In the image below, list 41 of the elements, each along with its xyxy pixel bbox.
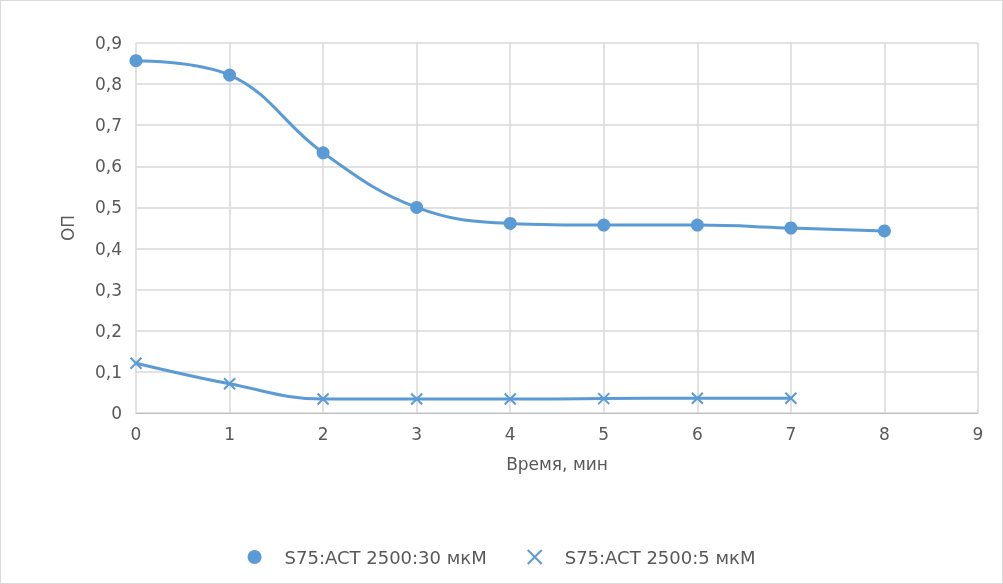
y-tick-label: 0,5 [94,197,122,218]
x-tick-label: 3 [411,423,423,444]
y-tick-label: 0,3 [94,279,122,300]
point [503,216,517,230]
point [316,392,330,406]
point [223,377,237,391]
legend-label: S75:ACT 2500:30 мкМ [284,546,487,568]
point [597,392,611,406]
point [784,391,798,405]
x-tick-label: 6 [691,423,703,444]
x-tick-label: 5 [598,423,610,444]
point [316,146,330,160]
point [223,68,237,82]
y-tick-label: 0 [111,403,122,423]
y-tick-label: 0,8 [94,74,122,95]
point [784,221,798,235]
y-tick-label: 0,9 [94,33,122,53]
legend-label: S75:ACT 2500:5 мкМ [564,546,756,568]
x-tick-label: 2 [317,423,329,444]
y-tick-label: 0,7 [94,115,122,136]
x-axis-title: Время, мин [506,453,608,474]
x-tick-label: 8 [879,423,890,444]
x-tick-label: 4 [504,423,516,444]
x-tick-label: 7 [785,423,797,444]
point [597,218,611,232]
y-tick-label: 0,4 [94,238,122,259]
point [503,392,517,406]
point [690,218,704,232]
y-tick-label: 0,6 [94,156,122,177]
x-tick-label: 1 [224,423,235,444]
point [129,54,143,68]
x-tick-label: 9 [972,423,984,444]
point [129,356,143,370]
x-tick-label: 0 [130,423,142,444]
point [410,392,424,406]
y-axis-title: ОП [57,214,78,242]
y-tick-label: 0,1 [94,361,122,382]
point [410,200,424,214]
point [690,391,704,405]
point [877,224,891,238]
y-tick-label: 0,2 [94,320,122,341]
